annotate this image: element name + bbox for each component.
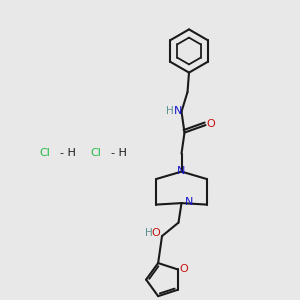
Text: N: N (185, 197, 193, 207)
Text: - H: - H (111, 148, 127, 158)
Text: O: O (206, 118, 215, 129)
Text: N: N (177, 166, 186, 176)
Text: N: N (174, 106, 182, 116)
Text: Cl: Cl (90, 148, 101, 158)
Text: H: H (166, 106, 174, 116)
Text: Cl: Cl (39, 148, 50, 158)
Text: O: O (151, 228, 160, 238)
Text: H: H (145, 228, 152, 238)
Text: - H: - H (60, 148, 76, 158)
Text: O: O (180, 264, 189, 274)
